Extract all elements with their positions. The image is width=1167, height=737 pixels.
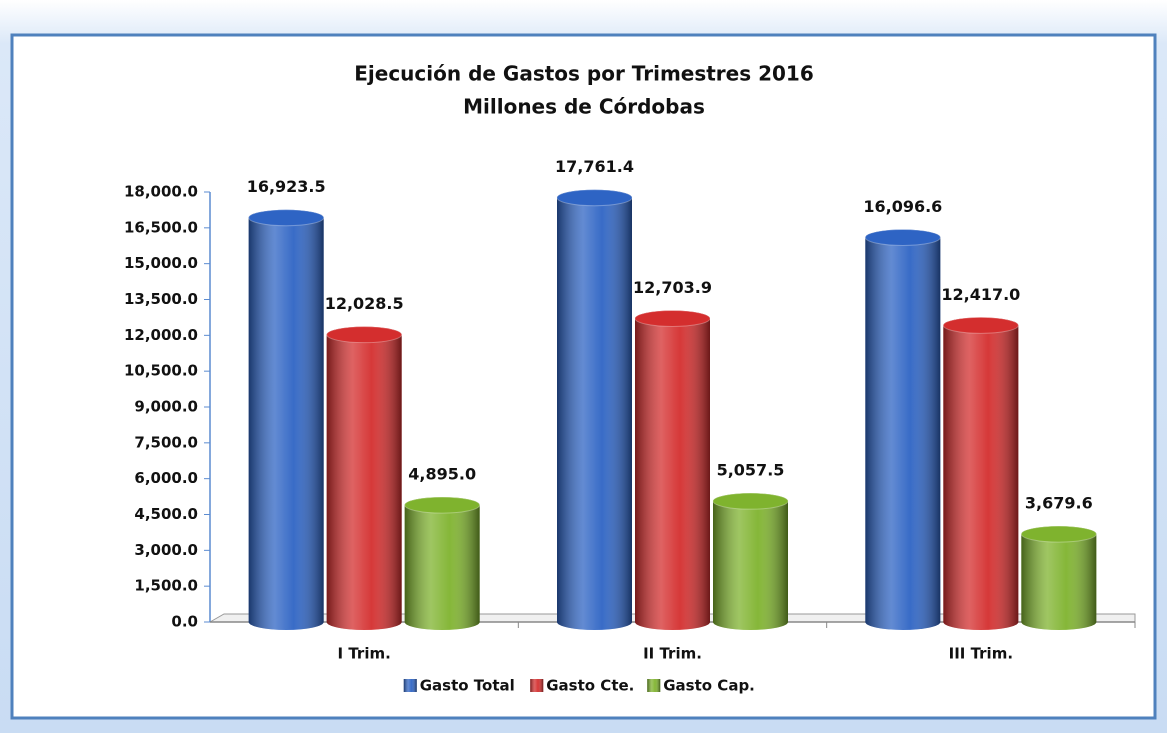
bar-shade [865,229,941,631]
legend-swatch-shade [530,679,544,692]
chart-subtitle: Millones de Córdobas [463,95,705,119]
bar-shade [635,310,710,630]
bar-cap [942,316,1019,334]
bar-cap [556,189,633,207]
y-tick-label: 12,000.0 [124,326,198,344]
bar-shade [557,189,632,630]
bar-shade [713,493,788,630]
bar-shade [943,317,1019,630]
bar-shade [404,497,480,630]
legend-label: Gasto Cap. [663,677,755,695]
value-label: 3,679.6 [1025,494,1093,513]
bar-cap [248,209,325,227]
value-label: 16,923.5 [247,177,326,196]
bar-cap [712,492,789,510]
y-tick-label: 10,500.0 [124,362,198,380]
y-tick-label: 1,500.0 [134,577,198,595]
x-tick-label: III Trim. [949,645,1013,663]
y-tick-label: 18,000.0 [124,183,198,201]
bar-cap [1020,525,1097,543]
legend-label: Gasto Cte. [546,677,634,695]
value-label: 12,417.0 [941,285,1020,304]
bar-shade [248,209,324,630]
value-label: 17,761.4 [555,157,634,176]
bar-cap [634,310,711,328]
y-tick-label: 16,500.0 [124,218,198,236]
y-tick-label: 13,500.0 [124,290,198,308]
legend-swatch-shade [647,679,661,692]
y-tick-label: 0.0 [171,613,198,631]
bar-cap [864,228,941,246]
legend-label: Gasto Total [420,677,515,695]
y-tick-label: 4,500.0 [134,505,198,523]
bar-cap [326,326,403,344]
y-tick-label: 3,000.0 [134,541,198,559]
value-label: 12,703.9 [633,278,712,297]
x-tick-label: II Trim. [643,645,702,663]
value-label: 4,895.0 [408,465,476,484]
value-label: 12,028.5 [325,294,404,313]
bar-shade [1021,526,1097,630]
x-tick-label: I Trim. [338,645,391,663]
y-tick-label: 6,000.0 [134,469,198,487]
bar-cap [404,496,481,514]
bar-shade [326,326,402,630]
y-tick-label: 7,500.0 [134,433,198,451]
y-tick-label: 15,000.0 [124,254,198,272]
legend-swatch-shade [403,679,417,692]
value-label: 16,096.6 [863,197,942,216]
chart-title: Ejecución de Gastos por Trimestres 2016 [354,62,814,86]
value-label: 5,057.5 [717,461,785,480]
y-tick-label: 9,000.0 [134,398,198,416]
